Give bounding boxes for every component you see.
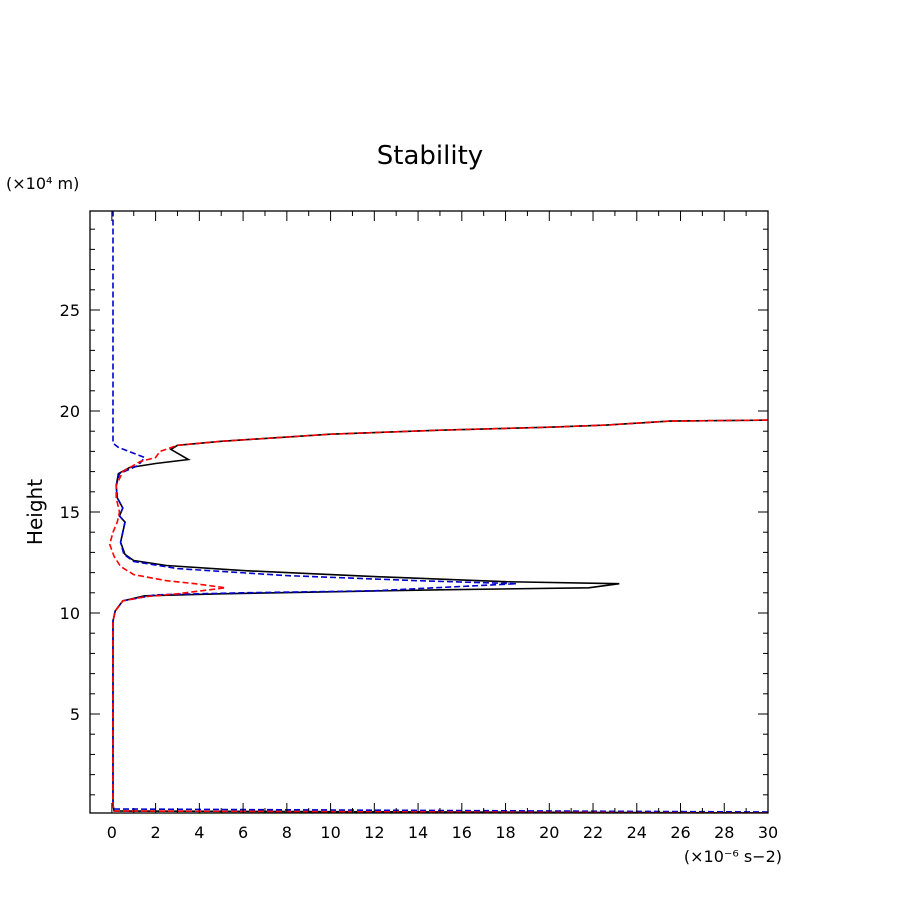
x-tick-label: 18 [495,823,515,842]
x-tick-label: 30 [758,823,778,842]
x-tick-label: 20 [539,823,559,842]
y-tick-label: 5 [70,705,80,724]
chart-title: Stability [377,141,483,171]
x-tick-label: 0 [107,823,117,842]
x-tick-label: 16 [452,823,472,842]
x-tick-label: 14 [408,823,428,842]
x-tick-label: 6 [238,823,248,842]
x-tick-label: 8 [282,823,292,842]
x-tick-label: 22 [583,823,603,842]
x-tick-label: 10 [320,823,340,842]
x-tick-label: 26 [670,823,690,842]
x-tick-label: 28 [714,823,734,842]
y-tick-label: 20 [60,402,80,421]
x-tick-label: 24 [627,823,647,842]
y-tick-label: 15 [60,503,80,522]
series-layer [108,211,768,813]
x-tick-label: 12 [364,823,384,842]
y-axis-unit-label: (×10⁴ m) [6,174,79,193]
y-tick-label: 10 [60,604,80,623]
x-tick-label: 2 [151,823,161,842]
x-axis-label: (×10⁻⁶ s−2) [684,847,782,866]
series-line-3 [108,419,768,813]
y-axis-label: Height [23,479,47,545]
x-tick-label: 4 [194,823,204,842]
y-tick-label: 25 [60,301,80,320]
series-line-2 [112,211,768,813]
